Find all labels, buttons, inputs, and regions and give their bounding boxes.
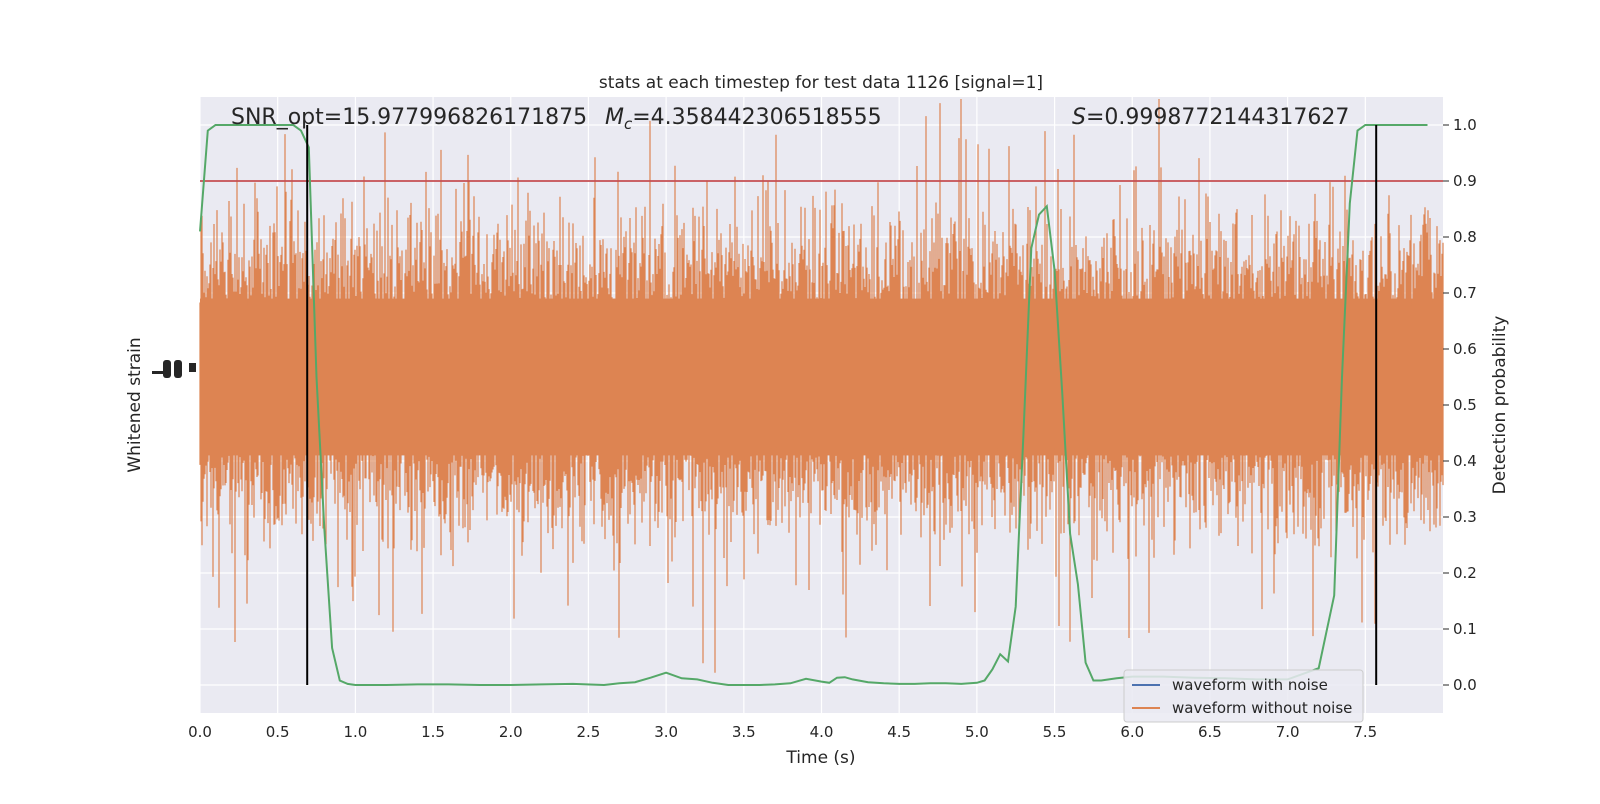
y-tick-label: 0.0 [1453,676,1477,694]
whitened-strain-band [199,99,1444,673]
x-tick-label: 3.5 [732,723,756,741]
x-tick-labels: 0.0 0.5 1.0 1.5 2.0 2.5 3.0 3.5 4.0 4.5 5.0 5.5 6.0 6… [188,723,1377,741]
left-axis-tick-glyph [152,360,196,378]
y-tick-label: 1.0 [1453,116,1477,134]
x-tick-label: 6.0 [1120,723,1144,741]
legend-box [1123,669,1364,723]
y-tick-label: 0.6 [1453,340,1477,358]
snr-annotation: SNR_opt=15.977996826171875 [231,105,587,130]
x-tick-label: 3.0 [654,723,678,741]
chart-title: stats at each timestep for test data 112… [599,73,1043,93]
y-tick-label: 0.7 [1453,284,1477,302]
y-tick-label: 0.1 [1453,620,1477,638]
legend: waveform with noise waveform without noi… [1123,669,1364,723]
x-tick-label: 4.0 [810,723,834,741]
y-tick-label: 0.3 [1453,508,1477,526]
y-tick-labels: 0.0 0.1 0.2 0.3 0.4 0.5 0.6 0.7 0.8 0.9 1.0 [1443,116,1477,694]
x-tick-label: 0.5 [266,723,290,741]
x-tick-label: 7.0 [1276,723,1300,741]
x-axis-label: Time (s) [785,748,855,768]
x-tick-label: 2.5 [577,723,601,741]
x-tick-label: 1.5 [421,723,445,741]
strain-waveform-without-noise [199,99,1444,673]
y-tick-label: 0.9 [1453,172,1477,190]
left-y-axis-label: Whitened strain [125,337,145,472]
s-statistic-annotation: S=0.9998772144317627 [1072,105,1349,130]
x-tick-label: 5.5 [1043,723,1067,741]
chirp-mass-annotation: Mc=4.358442306518555 [605,105,882,133]
legend-label-with-noise: waveform with noise [1172,676,1328,694]
y-tick-label: 0.5 [1453,396,1477,414]
x-tick-label: 6.5 [1198,723,1222,741]
x-tick-label: 4.5 [887,723,911,741]
x-tick-label: 7.5 [1353,723,1377,741]
y-tick-label: 0.8 [1453,228,1477,246]
x-tick-label: 0.0 [188,723,212,741]
x-tick-label: 1.0 [343,723,367,741]
legend-label-without-noise: waveform without noise [1172,699,1352,717]
y-tick-label: 0.2 [1453,564,1477,582]
event-markers-layer [306,125,1378,685]
right-y-axis-label: Detection probability [1490,316,1510,495]
x-tick-label: 5.0 [965,723,989,741]
x-tick-label: 2.0 [499,723,523,741]
y-tick-label: 0.4 [1453,452,1477,470]
